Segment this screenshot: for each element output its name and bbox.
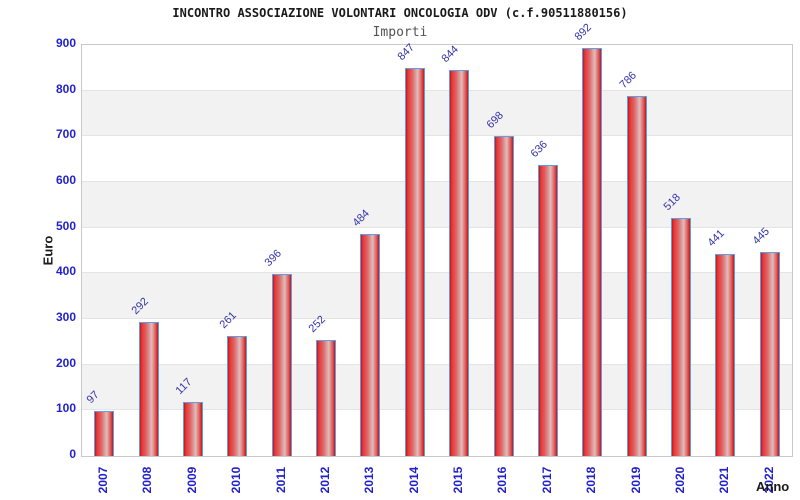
x-tick-label: 2021 bbox=[717, 466, 732, 494]
gridline bbox=[82, 226, 792, 228]
gridline bbox=[82, 318, 792, 319]
y-tick-label: 500 bbox=[55, 218, 76, 233]
bar bbox=[316, 339, 337, 456]
bar-value-label: 117 bbox=[173, 375, 195, 397]
chart-plot-area: 97 292 117 261 396 252 484 847 844 698 636 892 786 51… bbox=[81, 21, 793, 457]
bar-value-label: 396 bbox=[262, 247, 284, 270]
bar-slot: 252 bbox=[304, 45, 348, 456]
bar-slot: 844 bbox=[437, 43, 481, 456]
bar-slot: 441 bbox=[703, 45, 747, 456]
x-axis-title: Anno bbox=[756, 479, 790, 494]
chart-title: INCONTRO ASSOCIAZIONE VOLONTARI ONCOLOGI… bbox=[172, 6, 628, 20]
bar bbox=[138, 321, 159, 456]
y-tick-label: 700 bbox=[55, 127, 76, 142]
gridline bbox=[82, 89, 792, 91]
bar-slot: 892 bbox=[570, 21, 614, 456]
bar-value-label: 252 bbox=[306, 313, 329, 335]
x-tick-label: 2017 bbox=[539, 466, 554, 494]
bar bbox=[582, 47, 603, 456]
bar-slot: 636 bbox=[526, 45, 570, 456]
bar bbox=[449, 69, 470, 456]
y-tick-label: 300 bbox=[55, 310, 76, 324]
bar-value-label: 97 bbox=[84, 388, 102, 406]
bar-value-label: 518 bbox=[661, 191, 684, 214]
gridline bbox=[82, 181, 792, 182]
y-tick-label: 0 bbox=[69, 447, 76, 461]
x-tick-label: 2020 bbox=[673, 466, 688, 494]
bar-slot: 847 bbox=[393, 41, 437, 456]
grid-band bbox=[82, 90, 792, 137]
bar-value-label: 636 bbox=[528, 138, 550, 160]
x-tick-label: 2018 bbox=[584, 466, 599, 494]
bar-value-label: 844 bbox=[439, 43, 462, 65]
bar-value-label: 484 bbox=[350, 207, 373, 229]
bar-value-label: 847 bbox=[395, 41, 417, 64]
bar bbox=[94, 410, 115, 456]
bar-slot: 445 bbox=[748, 45, 792, 456]
bar bbox=[759, 251, 780, 456]
bar-slot: 117 bbox=[171, 45, 215, 456]
bar-value-label: 261 bbox=[217, 309, 240, 331]
bar bbox=[715, 253, 736, 456]
bar bbox=[671, 218, 692, 456]
bar-slot: 292 bbox=[126, 45, 170, 456]
x-tick-label: 2010 bbox=[229, 466, 244, 494]
x-tick-label: 2014 bbox=[406, 466, 421, 494]
gridline bbox=[82, 135, 792, 137]
bar-slot: 484 bbox=[348, 45, 392, 456]
gridline bbox=[82, 363, 792, 365]
bar-value-label: 786 bbox=[617, 69, 639, 92]
x-tick-label: 2012 bbox=[318, 466, 333, 494]
bar-slot: 518 bbox=[659, 45, 703, 456]
y-tick-label: 200 bbox=[55, 355, 76, 370]
x-tick-label: 2013 bbox=[362, 466, 377, 494]
y-tick-label: 800 bbox=[55, 81, 76, 96]
x-tick-label: 2016 bbox=[495, 466, 510, 494]
y-tick-label: 600 bbox=[55, 173, 76, 187]
bar bbox=[537, 164, 558, 456]
chart-subtitle: Importi bbox=[372, 25, 428, 40]
bar-slot: 396 bbox=[260, 45, 304, 456]
x-tick-label: 2009 bbox=[184, 466, 199, 494]
bar-slot: 786 bbox=[615, 45, 659, 456]
y-axis-title: Euro bbox=[40, 235, 56, 266]
x-tick-label: 2008 bbox=[140, 466, 155, 494]
bar bbox=[404, 68, 425, 456]
x-tick-label: 2011 bbox=[273, 466, 288, 494]
x-tick-label: 2007 bbox=[96, 466, 111, 494]
bar bbox=[271, 274, 292, 456]
bar bbox=[182, 401, 203, 456]
gridline bbox=[82, 272, 792, 274]
bar bbox=[493, 136, 514, 456]
bar-value-label: 698 bbox=[484, 109, 506, 132]
bar-slot: 261 bbox=[215, 45, 259, 456]
bar-slot: 97 bbox=[82, 45, 126, 456]
y-tick-label: 100 bbox=[55, 401, 76, 416]
bar bbox=[360, 233, 381, 456]
bar-value-label: 441 bbox=[705, 227, 728, 249]
bar-slot: 698 bbox=[481, 45, 525, 456]
bar-value-label: 445 bbox=[750, 225, 772, 247]
bar bbox=[626, 96, 647, 456]
y-tick-label: 900 bbox=[55, 36, 76, 50]
x-tick-label: 2019 bbox=[628, 466, 643, 494]
gridline bbox=[82, 409, 792, 411]
bar bbox=[227, 335, 248, 456]
y-tick-label: 400 bbox=[55, 264, 76, 279]
x-tick-label: 2015 bbox=[451, 466, 466, 494]
bar-value-label: 292 bbox=[129, 295, 151, 317]
